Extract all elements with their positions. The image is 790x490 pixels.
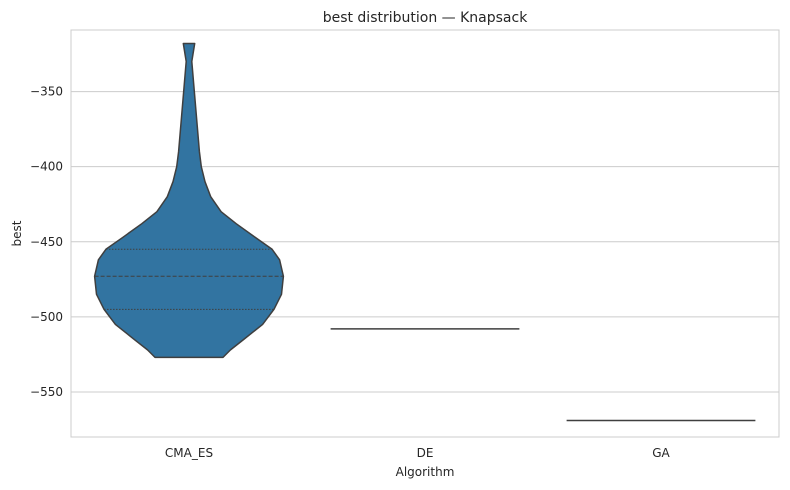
plot-frame [70, 29, 780, 438]
y-tick-label: −550 [30, 385, 63, 399]
violin-layer [93, 42, 756, 422]
y-tick-label: −350 [30, 85, 63, 99]
y-tick-label: −500 [30, 310, 63, 324]
y-tick-label: −400 [30, 160, 63, 174]
x-tick-label: DE [417, 446, 434, 460]
x-tick-label: GA [652, 446, 670, 460]
x-axis-label: Algorithm [396, 465, 455, 479]
tick-layer: −350 −400 −450 −500 −550 CMA_ES DE GA [30, 85, 671, 460]
y-axis-label: best [10, 220, 24, 246]
x-tick-label: CMA_ES [165, 446, 213, 460]
chart-title: best distribution — Knapsack [323, 10, 529, 26]
y-tick-label: −450 [30, 235, 63, 249]
